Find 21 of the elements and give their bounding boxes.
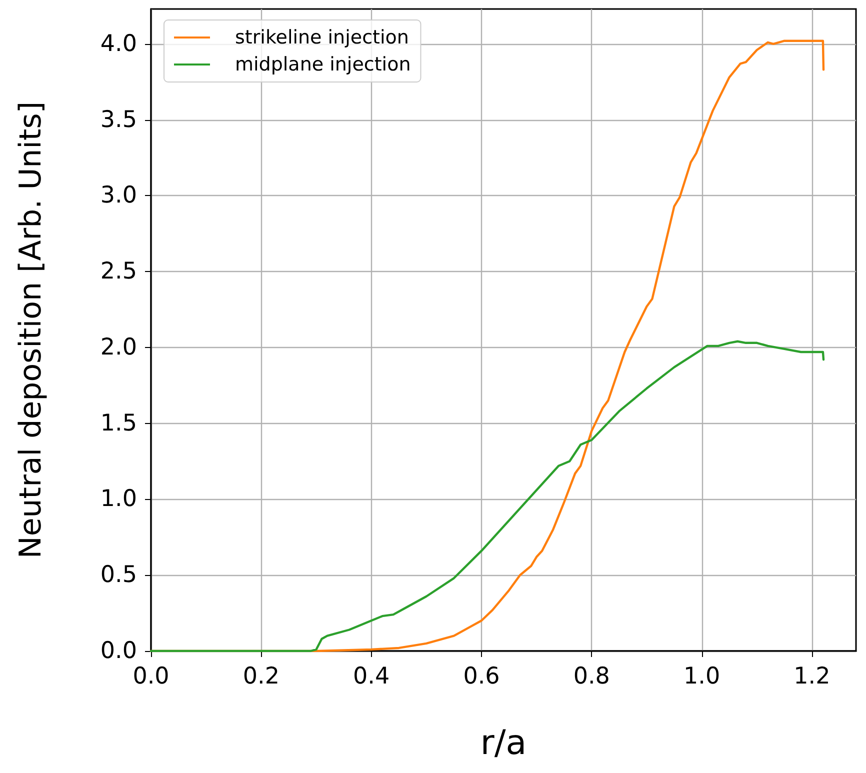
line-series	[150, 340, 825, 652]
legend-label: midplane injection	[235, 54, 411, 76]
y-tick-label: 3.5	[100, 106, 137, 133]
y-tick-label: 1.5	[100, 410, 137, 436]
y-tick-label: 0.0	[100, 638, 137, 664]
x-axis-title: r/a	[480, 723, 527, 763]
y-tick-label: 2.5	[100, 258, 137, 285]
y-axis-title: Neutral deposition [Arb. Units]	[14, 101, 48, 559]
legend-label: strikeline injection	[235, 26, 409, 48]
y-tick-label: 2.0	[100, 334, 137, 360]
x-tick-label: 0.6	[463, 664, 500, 690]
y-tick-label: 3.0	[100, 182, 137, 209]
y-tick-label: 0.5	[100, 562, 137, 588]
x-tick-label: 0.0	[132, 664, 170, 690]
x-tick-label: 1.0	[683, 664, 720, 690]
x-tick-label: 0.8	[573, 664, 610, 690]
x-tick-label: 0.4	[353, 664, 390, 690]
y-tick-label: 1.0	[100, 486, 137, 512]
x-tick-label: 1.2	[794, 664, 830, 690]
x-tick-label: 0.2	[242, 664, 280, 690]
y-tick-label: 4.0	[100, 30, 137, 57]
